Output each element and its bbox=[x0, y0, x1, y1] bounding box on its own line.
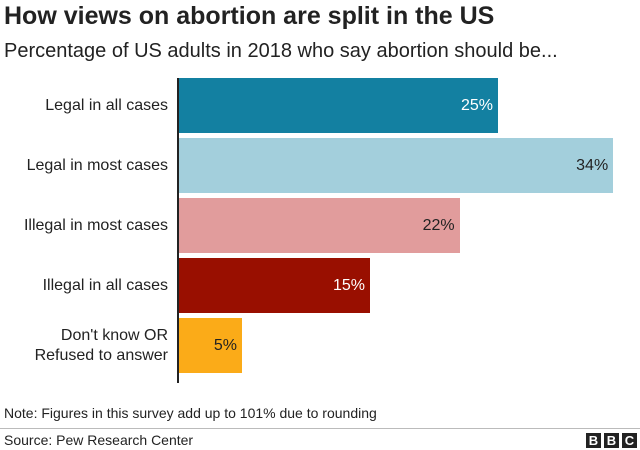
separator bbox=[0, 428, 640, 429]
chart-subtitle: Percentage of US adults in 2018 who say … bbox=[4, 40, 558, 62]
chart-title: How views on abortion are split in the U… bbox=[4, 2, 495, 30]
note: Note: Figures in this survey add up to 1… bbox=[4, 405, 377, 421]
bar bbox=[178, 138, 614, 193]
y-tick-label: Legal in all cases bbox=[45, 96, 168, 114]
data-label: 34% bbox=[576, 156, 609, 174]
data-label: 5% bbox=[213, 336, 237, 354]
y-tick-label: Illegal in all cases bbox=[42, 276, 168, 294]
bar bbox=[178, 198, 460, 253]
y-tick-label: Don't know OR Refused to answer bbox=[34, 326, 168, 364]
data-label: 22% bbox=[422, 216, 455, 234]
logo: B bbox=[604, 433, 619, 448]
y-tick-label: Illegal in most cases bbox=[23, 216, 168, 234]
source: Source: Pew Research Center bbox=[4, 432, 194, 448]
y-tick-label: Legal in most cases bbox=[26, 156, 168, 174]
bar bbox=[178, 318, 242, 373]
bar bbox=[178, 258, 370, 313]
bar bbox=[178, 78, 498, 133]
logo: C bbox=[622, 433, 637, 448]
data-label: 25% bbox=[460, 96, 493, 114]
logo: B bbox=[586, 433, 601, 448]
axis-line bbox=[177, 78, 179, 383]
data-label: 15% bbox=[332, 276, 365, 294]
